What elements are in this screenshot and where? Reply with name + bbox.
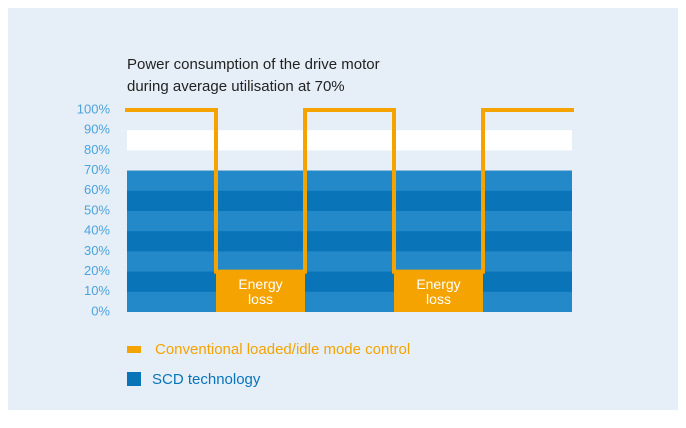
legend-label: SCD technology: [152, 371, 261, 388]
legend-swatch: [127, 346, 141, 353]
y-tick-label: 70%: [84, 162, 110, 177]
y-tick-label: 10%: [84, 283, 110, 298]
scd-area: [127, 170, 216, 312]
annotation: Energy loss: [416, 275, 461, 307]
stripe: [127, 211, 572, 232]
energy-loss-box: [216, 271, 305, 312]
stripe: [127, 291, 572, 312]
y-tick-label: 20%: [84, 263, 110, 278]
scd-area: [483, 170, 572, 312]
chart-title: Power consumption of the drive motor dur…: [127, 56, 380, 95]
scd-area: [305, 170, 394, 312]
y-tick-label: 60%: [84, 182, 110, 197]
energy-loss-box: [394, 271, 483, 312]
band: [127, 130, 572, 151]
stripe: [127, 251, 572, 272]
y-tick-label: 40%: [84, 223, 110, 238]
y-tick-label: 50%: [84, 202, 110, 217]
annotation: Energy loss: [238, 275, 283, 307]
legend-swatch: [127, 372, 141, 386]
y-tick-label: 80%: [84, 142, 110, 157]
stripe: [127, 170, 572, 191]
y-tick-label: 30%: [84, 243, 110, 258]
legend-label: Conventional loaded/idle mode control: [155, 341, 410, 358]
y-tick-label: 0%: [91, 303, 110, 318]
y-tick-label: 90%: [84, 122, 110, 137]
y-tick-label: 100%: [77, 101, 111, 116]
